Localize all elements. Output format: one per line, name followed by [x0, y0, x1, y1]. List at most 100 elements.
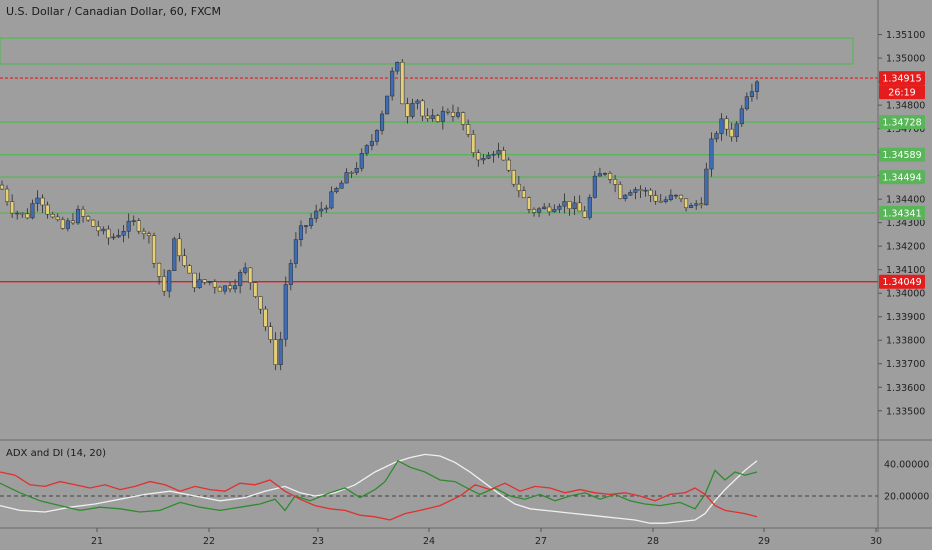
price-tick-label: 1.33800	[886, 336, 925, 347]
candle-body	[65, 220, 70, 229]
candle-body	[339, 182, 344, 189]
time-tick-label: 29	[758, 536, 770, 547]
candle-body	[0, 184, 5, 190]
candle-body	[577, 202, 582, 212]
candle-body	[334, 188, 339, 193]
candle-body	[207, 281, 212, 283]
candle-body	[192, 272, 197, 288]
candle-body	[537, 208, 542, 213]
candle-body	[668, 194, 673, 200]
candle-body	[592, 175, 597, 198]
level-price-label: 1.34915	[882, 74, 921, 85]
level-price-label: 1.34341	[882, 209, 921, 220]
candle-body	[455, 112, 461, 117]
candle-body	[633, 189, 638, 193]
price-tick-label: 1.34100	[886, 265, 925, 276]
resistance-zone	[0, 37, 854, 65]
candle-body	[126, 220, 131, 232]
candle-body	[420, 100, 425, 117]
candle-body	[354, 168, 359, 173]
candle-body	[314, 210, 319, 219]
candle-body	[131, 220, 136, 222]
candle-body	[440, 110, 445, 122]
candle-body	[182, 255, 187, 266]
candle-body	[521, 190, 526, 199]
price-tick-label: 1.35100	[886, 30, 925, 41]
candle-body	[648, 189, 653, 196]
candle-body	[324, 207, 329, 210]
candle-body	[364, 145, 369, 154]
candle-body	[91, 219, 96, 227]
time-tick-label: 28	[647, 536, 659, 547]
countdown-label: 26:19	[888, 88, 915, 99]
time-tick-label: 22	[203, 536, 215, 547]
candle-body	[81, 208, 86, 217]
candle-body	[187, 265, 192, 274]
candle-body	[724, 118, 729, 130]
candle-body	[10, 201, 15, 214]
candle-body	[359, 153, 364, 169]
candle-body	[303, 225, 309, 227]
candle-body	[298, 225, 304, 240]
candle-body	[268, 326, 273, 340]
candle-body	[744, 96, 749, 110]
price-tick-label: 1.33600	[886, 383, 925, 394]
level-price-tag	[879, 206, 925, 221]
candle-body	[658, 200, 663, 203]
candle-body	[217, 286, 222, 292]
candle-body	[157, 262, 162, 277]
time-tick-label: 24	[423, 536, 435, 547]
time-tick-label: 30	[870, 536, 882, 547]
di-minus-line	[0, 471, 758, 521]
level-price-label: 1.34494	[882, 173, 921, 184]
candle-body	[719, 118, 724, 134]
candle-body	[309, 218, 314, 226]
candle-body	[253, 282, 258, 297]
level-price-tag	[879, 170, 925, 185]
candle-body	[608, 173, 613, 180]
candle-body	[430, 115, 435, 119]
candle-body	[233, 285, 238, 290]
candle-body	[557, 205, 562, 210]
adx-line	[0, 453, 758, 524]
candle-body	[729, 128, 734, 138]
level-price-label: 1.34728	[882, 118, 921, 129]
candle-body	[146, 233, 151, 236]
time-tick-label: 21	[91, 536, 103, 547]
di-plus-line	[0, 459, 758, 513]
candle-body	[390, 70, 395, 97]
candle-body	[96, 226, 101, 232]
candle-body	[415, 100, 420, 104]
candle-body	[349, 172, 354, 174]
level-price-label: 1.34049	[882, 277, 921, 288]
candle-body	[623, 194, 628, 199]
candle-body	[86, 216, 91, 221]
candle-body	[405, 103, 410, 117]
candle-body	[197, 279, 202, 288]
candle-body	[476, 152, 481, 161]
candle-body	[121, 231, 126, 236]
indicator-title: ADX and DI (14, 20)	[6, 448, 106, 459]
candle-body	[212, 281, 217, 288]
candle-body	[344, 172, 349, 184]
price-tick-label: 1.34000	[886, 289, 925, 300]
level-price-label: 1.34589	[882, 150, 921, 161]
candle-body	[374, 130, 380, 142]
candle-body	[602, 173, 608, 175]
candle-body	[5, 188, 10, 202]
candle-body	[542, 206, 547, 210]
candle-body	[486, 154, 491, 159]
candle-body	[643, 189, 648, 192]
candle-body	[663, 199, 668, 202]
candle-body	[293, 239, 298, 264]
candle-body	[60, 219, 65, 229]
candle-body	[749, 91, 754, 97]
price-tick-label: 1.34200	[886, 242, 925, 253]
candle-body	[288, 263, 293, 285]
candle-body	[516, 183, 521, 191]
candle-body	[496, 150, 501, 155]
candle-body	[40, 197, 45, 206]
candle-body	[689, 205, 694, 209]
